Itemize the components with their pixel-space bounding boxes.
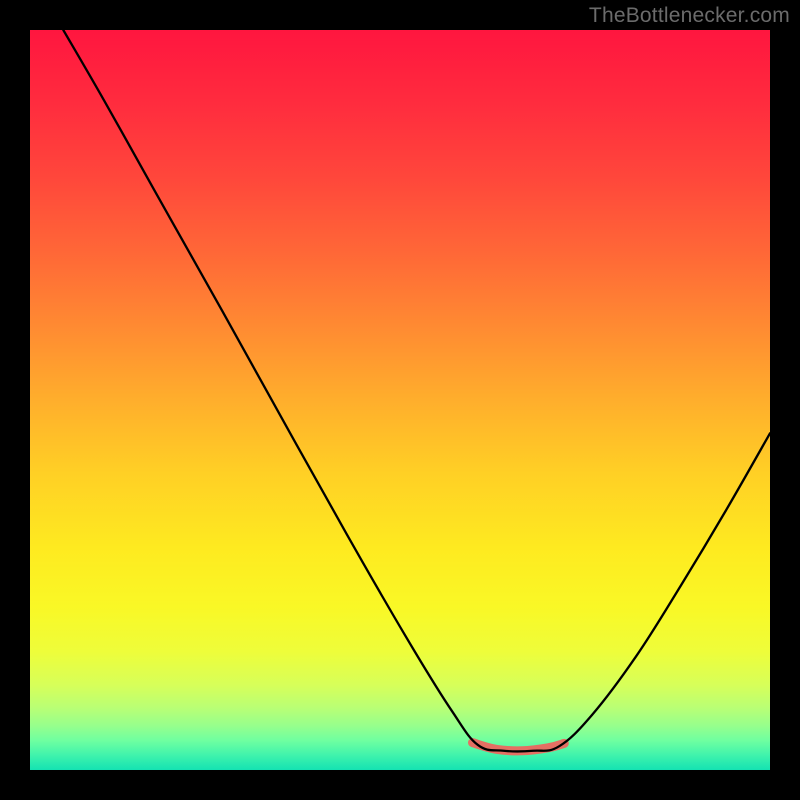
bottleneck-chart — [0, 0, 800, 800]
plot-background — [30, 30, 770, 770]
chart-stage: TheBottlenecker.com — [0, 0, 800, 800]
watermark-text: TheBottlenecker.com — [589, 4, 790, 28]
